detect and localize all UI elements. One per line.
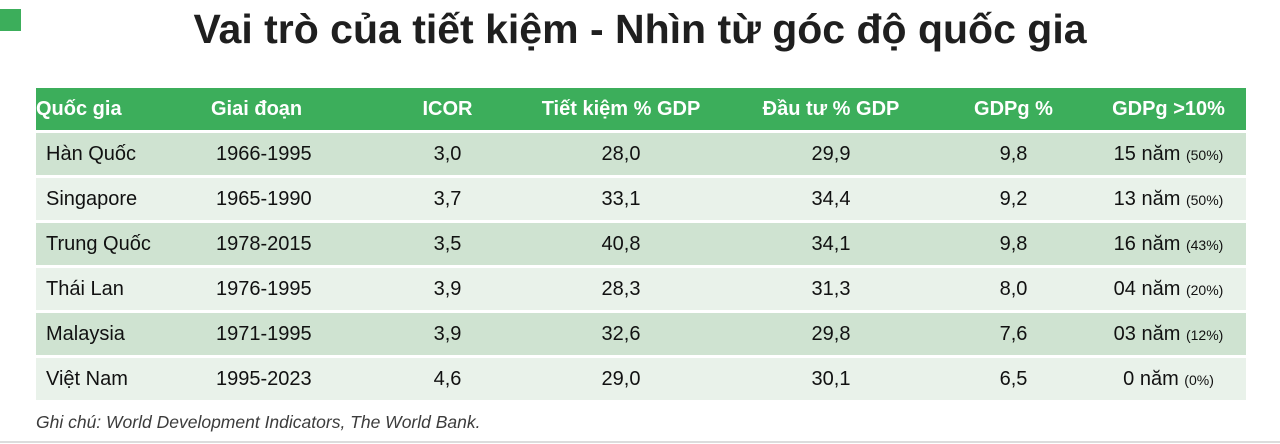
col-header-icor: ICOR bbox=[379, 88, 516, 133]
years-value: 03 năm bbox=[1113, 322, 1181, 345]
years-percent: (50%) bbox=[1185, 146, 1224, 163]
years-value: 16 năm bbox=[1113, 232, 1181, 255]
cell-investment: 34,4 bbox=[726, 176, 936, 223]
cell-gdpg: 9,2 bbox=[936, 176, 1091, 223]
cell-gdpg10: 13 năm (50%) bbox=[1091, 176, 1246, 223]
table-row-thai-lan: Thái Lan 1976-1995 3,9 28,3 31,3 8,0 04 … bbox=[36, 266, 1246, 313]
table-row-trung-quoc: Trung Quốc 1978-2015 3,5 40,8 34,1 9,8 1… bbox=[36, 221, 1246, 268]
col-header-investment: Đầu tư % GDP bbox=[726, 88, 936, 133]
cell-period: 1965-1990 bbox=[211, 176, 379, 223]
years-percent: (0%) bbox=[1184, 371, 1214, 388]
years-percent: (20%) bbox=[1185, 281, 1224, 298]
table-row-malaysia: Malaysia 1971-1995 3,9 32,6 29,8 7,6 03 … bbox=[36, 311, 1246, 358]
cell-gdpg: 7,6 bbox=[936, 311, 1091, 358]
cell-icor: 4,6 bbox=[379, 356, 516, 403]
years-value: 0 năm bbox=[1123, 367, 1179, 390]
years-value: 15 năm bbox=[1113, 142, 1181, 165]
cell-period: 1978-2015 bbox=[211, 221, 379, 268]
cell-icor: 3,9 bbox=[379, 266, 516, 313]
cell-icor: 3,7 bbox=[379, 176, 516, 223]
cell-period: 1966-1995 bbox=[211, 131, 379, 178]
cell-savings: 29,0 bbox=[516, 356, 726, 403]
cell-gdpg: 8,0 bbox=[936, 266, 1091, 313]
col-header-period: Giai đoạn bbox=[211, 88, 379, 133]
col-header-gdpg: GDPg % bbox=[936, 88, 1091, 133]
cell-savings: 28,0 bbox=[516, 131, 726, 178]
years-percent: (50%) bbox=[1185, 191, 1224, 208]
col-header-gdpg10: GDPg >10% bbox=[1091, 88, 1246, 133]
cell-gdpg10: 0 năm (0%) bbox=[1091, 356, 1246, 403]
cell-gdpg: 9,8 bbox=[936, 221, 1091, 268]
green-corner-square bbox=[0, 9, 21, 31]
years-value: 04 năm bbox=[1113, 277, 1181, 300]
cell-gdpg: 6,5 bbox=[936, 356, 1091, 403]
cell-country: Hàn Quốc bbox=[36, 131, 211, 178]
col-header-country: Quốc gia bbox=[36, 88, 211, 133]
col-header-savings: Tiết kiệm % GDP bbox=[516, 88, 726, 133]
cell-country: Thái Lan bbox=[36, 266, 211, 313]
savings-role-table: Quốc gia Giai đoạn ICOR Tiết kiệm % GDP … bbox=[36, 88, 1246, 403]
bottom-divider bbox=[0, 441, 1280, 443]
cell-savings: 28,3 bbox=[516, 266, 726, 313]
source-note: Ghi chú: World Development Indicators, T… bbox=[36, 412, 481, 432]
cell-country: Singapore bbox=[36, 176, 211, 223]
cell-investment: 30,1 bbox=[726, 356, 936, 403]
cell-country: Việt Nam bbox=[36, 356, 211, 403]
years-percent: (43%) bbox=[1185, 236, 1224, 253]
cell-period: 1976-1995 bbox=[211, 266, 379, 313]
cell-investment: 31,3 bbox=[726, 266, 936, 313]
cell-investment: 29,9 bbox=[726, 131, 936, 178]
cell-gdpg10: 04 năm (20%) bbox=[1091, 266, 1246, 313]
cell-gdpg10: 16 năm (43%) bbox=[1091, 221, 1246, 268]
cell-period: 1995-2023 bbox=[211, 356, 379, 403]
cell-country: Malaysia bbox=[36, 311, 211, 358]
cell-country: Trung Quốc bbox=[36, 221, 211, 268]
cell-period: 1971-1995 bbox=[211, 311, 379, 358]
cell-savings: 40,8 bbox=[516, 221, 726, 268]
cell-savings: 33,1 bbox=[516, 176, 726, 223]
cell-investment: 29,8 bbox=[726, 311, 936, 358]
cell-gdpg: 9,8 bbox=[936, 131, 1091, 178]
page-title: Vai trò của tiết kiệm - Nhìn từ góc độ q… bbox=[193, 6, 1087, 52]
cell-icor: 3,9 bbox=[379, 311, 516, 358]
cell-investment: 34,1 bbox=[726, 221, 936, 268]
years-value: 13 năm bbox=[1113, 187, 1181, 210]
cell-icor: 3,0 bbox=[379, 131, 516, 178]
table-row-viet-nam: Việt Nam 1995-2023 4,6 29,0 30,1 6,5 0 n… bbox=[36, 356, 1246, 403]
table-row-han-quoc: Hàn Quốc 1966-1995 3,0 28,0 29,9 9,8 15 … bbox=[36, 131, 1246, 178]
cell-savings: 32,6 bbox=[516, 311, 726, 358]
cell-gdpg10: 03 năm (12%) bbox=[1091, 311, 1246, 358]
cell-gdpg10: 15 năm (50%) bbox=[1091, 131, 1246, 178]
table-header-row: Quốc gia Giai đoạn ICOR Tiết kiệm % GDP … bbox=[36, 88, 1246, 133]
cell-icor: 3,5 bbox=[379, 221, 516, 268]
years-percent: (12%) bbox=[1185, 326, 1224, 343]
table-row-singapore: Singapore 1965-1990 3,7 33,1 34,4 9,2 13… bbox=[36, 176, 1246, 223]
